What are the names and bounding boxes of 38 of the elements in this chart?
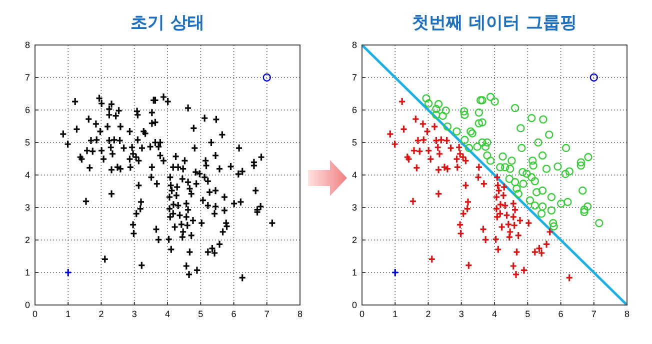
- y-tick-label: 1: [24, 268, 30, 278]
- x-tick-label: 0: [32, 309, 38, 319]
- x-tick-label: 1: [66, 309, 71, 319]
- x-tick-label: 7: [264, 309, 270, 319]
- y-tick-label: 8: [352, 40, 357, 50]
- chart-title: 초기 상태: [130, 13, 204, 33]
- x-tick-label: 8: [624, 309, 630, 319]
- y-tick-label: 4: [24, 170, 30, 180]
- x-tick-label: 1: [392, 309, 398, 319]
- y-tick-label: 8: [24, 40, 30, 50]
- y-tick-label: 5: [24, 138, 30, 148]
- y-tick-label: 0: [24, 300, 30, 310]
- y-tick-label: 2: [352, 235, 357, 245]
- y-tick-label: 1: [352, 268, 357, 278]
- x-tick-label: 4: [492, 309, 498, 319]
- y-tick-label: 5: [352, 138, 357, 148]
- y-tick-label: 4: [352, 170, 357, 180]
- x-tick-label: 2: [98, 309, 104, 319]
- y-tick-label: 6: [352, 105, 357, 115]
- x-tick-label: 3: [458, 309, 464, 319]
- x-tick-label: 6: [558, 309, 564, 319]
- y-tick-label: 7: [24, 72, 30, 82]
- x-tick-label: 4: [164, 309, 170, 319]
- y-tick-label: 2: [24, 235, 30, 245]
- x-tick-label: 3: [132, 309, 137, 319]
- x-tick-label: 7: [591, 309, 596, 319]
- x-tick-label: 2: [426, 309, 431, 319]
- x-tick-label: 0: [359, 309, 365, 319]
- x-tick-label: 8: [297, 309, 303, 319]
- y-tick-label: 7: [352, 72, 357, 82]
- y-tick-label: 3: [24, 202, 30, 212]
- y-tick-label: 0: [352, 300, 357, 310]
- chart-title: 첫번째 데이터 그룹핑: [412, 13, 577, 33]
- y-tick-label: 6: [24, 105, 30, 115]
- x-tick-label: 5: [525, 309, 530, 319]
- y-tick-label: 3: [352, 202, 357, 212]
- x-tick-label: 6: [231, 309, 236, 319]
- x-tick-label: 5: [198, 309, 204, 319]
